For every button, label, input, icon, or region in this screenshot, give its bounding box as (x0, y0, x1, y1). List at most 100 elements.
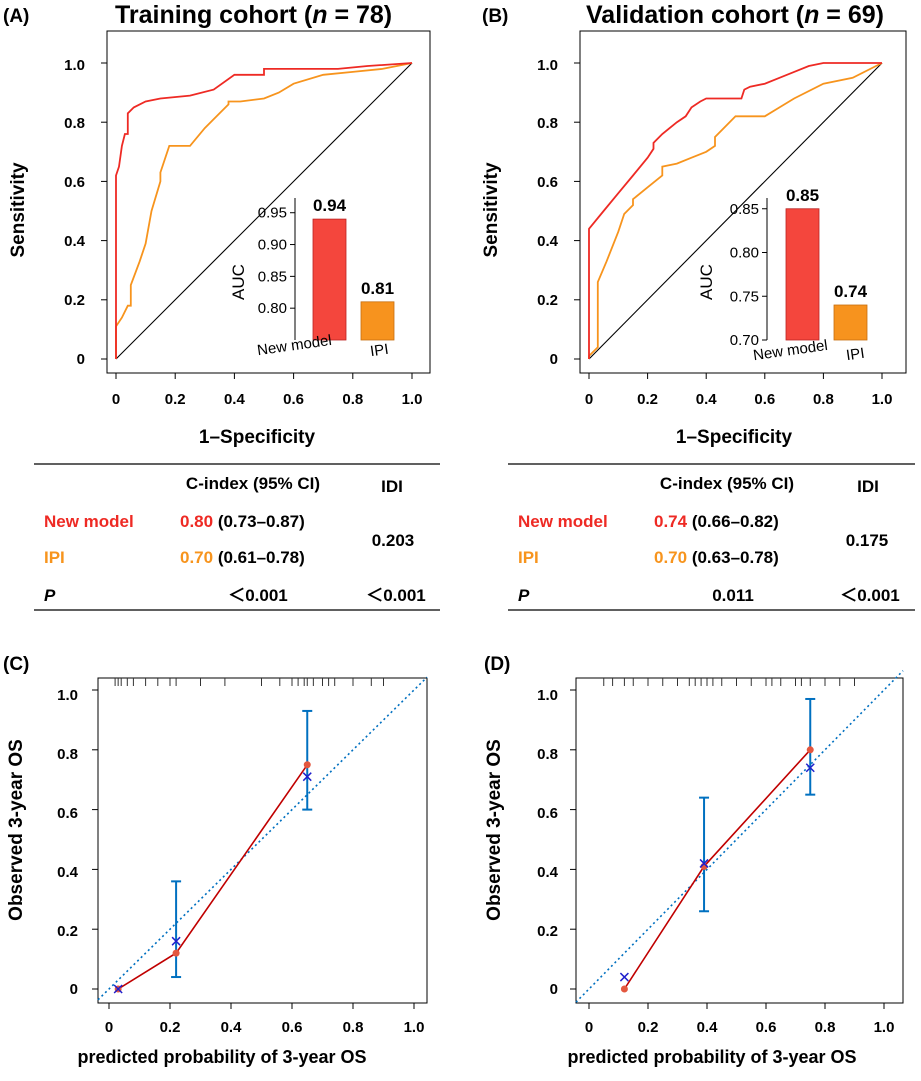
observed-calibration-line (117, 764, 308, 990)
estimated-point (619, 972, 629, 982)
panel-d-x-ticks: 0 0.2 0.4 0.6 0.8 1.0 (585, 1019, 895, 1036)
panel-b-plot-area (588, 62, 883, 360)
panel-c-x-ticks: 0 0.2 0.4 0.6 0.8 1.0 (105, 1019, 425, 1036)
observed-point (303, 761, 311, 769)
panel-a-ytick: 0.2 (64, 292, 85, 309)
panel-b-inset-cat-ipi: IPI (845, 345, 866, 364)
panel-b-xtick: 0.8 (813, 391, 834, 408)
panel-b-roc: (B) Validation cohort (n = 69) 1–Specifi… (481, 1, 907, 448)
panel-d-label: (D) (484, 654, 510, 675)
panel-b-ylabel: Sensitivity (481, 162, 502, 257)
panel-a-y-ticks: 0 0.2 0.4 0.6 0.8 1.0 (64, 57, 86, 368)
table-b-header-cindex: C-index (95% CI) (660, 474, 794, 493)
table-b-new-cindex: 0.74 (0.66–0.82) (654, 512, 779, 531)
panel-a-plot-area (115, 62, 413, 360)
panel-a-ytick: 0 (77, 351, 85, 368)
table-b-p-label: P (518, 586, 530, 605)
panel-b-x-ticks: 0 0.2 0.4 0.6 0.8 1.0 (585, 391, 893, 408)
panel-b-inset-plot: 0.70 0.75 0.80 0.85 0.85 0.74 (730, 186, 868, 349)
table-a-header-idi: IDI (381, 477, 403, 496)
inset-bar-ipi (833, 304, 868, 341)
panel-a-ytick: 1.0 (64, 57, 85, 74)
panel-d-frame (575, 677, 904, 1004)
observed-point (172, 949, 180, 957)
estimated-point (699, 858, 709, 868)
table-b-p-idi: ＜0.001 (840, 586, 900, 605)
panel-a-label: (A) (3, 6, 29, 27)
roc-curve-reference (115, 62, 413, 360)
panel-b-ytick: 0 (550, 351, 558, 368)
table-a-idi-value: 0.203 (372, 531, 415, 550)
roc-curve-new-model (115, 62, 413, 359)
estimated-point (171, 936, 181, 946)
panel-d-plot-area (575, 670, 904, 1003)
panel-c-xlabel: predicted probability of 3-year OS (77, 1047, 366, 1067)
panel-d-ytick: 1.0 (537, 687, 558, 704)
table-a-p-cindex: ＜0.001 (228, 586, 288, 605)
panel-d-ylabel: Observed 3-year OS (484, 739, 505, 921)
panel-d-ytick: 0.8 (537, 746, 558, 763)
panel-c-xtick: 0.6 (282, 1019, 303, 1036)
panel-a-xtick: 0 (112, 391, 120, 408)
panel-c-label: (C) (3, 654, 29, 675)
inset-bar-new-model (785, 208, 820, 341)
table-a-new-label: New model (44, 512, 134, 531)
inset-y-tick-label: 0.90 (258, 237, 287, 254)
panel-d-xtick: 0.2 (638, 1019, 659, 1036)
panel-a-xtick: 0.4 (224, 391, 246, 408)
panel-b-xtick: 0.4 (696, 391, 718, 408)
inset-y-tick-label: 0.85 (730, 201, 759, 218)
panel-c-tick-marks (92, 689, 415, 1009)
panel-a-ytick: 0.4 (64, 233, 86, 250)
panel-b-inset-ylabel: AUC (697, 264, 716, 300)
inset-bar-new-model (312, 218, 347, 341)
panel-d-xlabel: predicted probability of 3-year OS (567, 1047, 856, 1067)
panel-a-inset-plot: 0.80 0.85 0.90 0.95 0.94 0.81 (258, 196, 395, 341)
panel-b-ytick: 0.8 (537, 115, 558, 132)
table-a: C-index (95% CI) IDI New model 0.80 (0.7… (34, 463, 440, 611)
ideal-calibration-line (97, 676, 428, 1001)
panel-a-inset-cat-ipi: IPI (369, 341, 390, 360)
panel-c-ylabel: Observed 3-year OS (6, 739, 27, 921)
observed-point (806, 746, 814, 754)
inset-bar-label: 0.74 (834, 282, 868, 301)
panel-d-tick-marks (570, 689, 885, 1009)
panel-b-xtick: 0.2 (637, 391, 658, 408)
panel-c-xtick: 0.2 (160, 1019, 181, 1036)
panel-c-calibration: (C) predicted probability of 3-year OS O… (3, 654, 428, 1067)
panel-b-inset-cat-new: New model (752, 337, 829, 364)
panel-d-xtick: 0 (585, 1019, 593, 1036)
inset-y-tick-label: 0.80 (258, 300, 287, 317)
panel-a-ytick: 0.6 (64, 174, 85, 191)
inset-y-tick-label: 0.95 (258, 205, 287, 222)
panel-c-ytick: 0.8 (57, 746, 78, 763)
panel-a-xtick: 0.8 (342, 391, 363, 408)
panel-b-label: (B) (482, 6, 508, 27)
panel-c-ytick: 0.4 (57, 864, 79, 881)
panel-b-frame (579, 30, 907, 374)
table-b-header-idi: IDI (857, 477, 879, 496)
observed-calibration-line (623, 749, 811, 990)
inset-bar-ipi (360, 301, 395, 341)
ideal-calibration-line (575, 670, 904, 1003)
panel-b-y-ticks: 0 0.2 0.4 0.6 0.8 1.0 (537, 57, 559, 368)
panel-c-plot-area (97, 676, 428, 1001)
panel-a-xtick: 0.6 (283, 391, 304, 408)
panel-a-ytick: 0.8 (64, 115, 85, 132)
panel-d-ytick: 0 (550, 981, 558, 998)
table-a-p-idi: ＜0.001 (366, 586, 426, 605)
roc-curve-reference (588, 62, 883, 360)
table-a-p-label: P (44, 586, 56, 605)
table-a-new-cindex: 0.80 (0.73–0.87) (180, 512, 305, 531)
roc-curve-ipi (115, 62, 413, 359)
panel-d-calibration: (D) predicted probability of 3-year OS O… (484, 654, 904, 1067)
estimated-point (805, 763, 815, 773)
table-b-ipi-label: IPI (518, 548, 539, 567)
table-a-header-cindex: C-index (95% CI) (186, 474, 320, 493)
panel-c-ytick: 0.6 (57, 805, 78, 822)
panel-c-ytick: 1.0 (57, 687, 78, 704)
panel-a-inset-cat-new: New model (256, 332, 333, 359)
panel-d-ytick: 0.6 (537, 805, 558, 822)
table-b: C-index (95% CI) IDI New model 0.74 (0.6… (508, 463, 915, 611)
inset-bar-label: 0.94 (313, 196, 347, 215)
